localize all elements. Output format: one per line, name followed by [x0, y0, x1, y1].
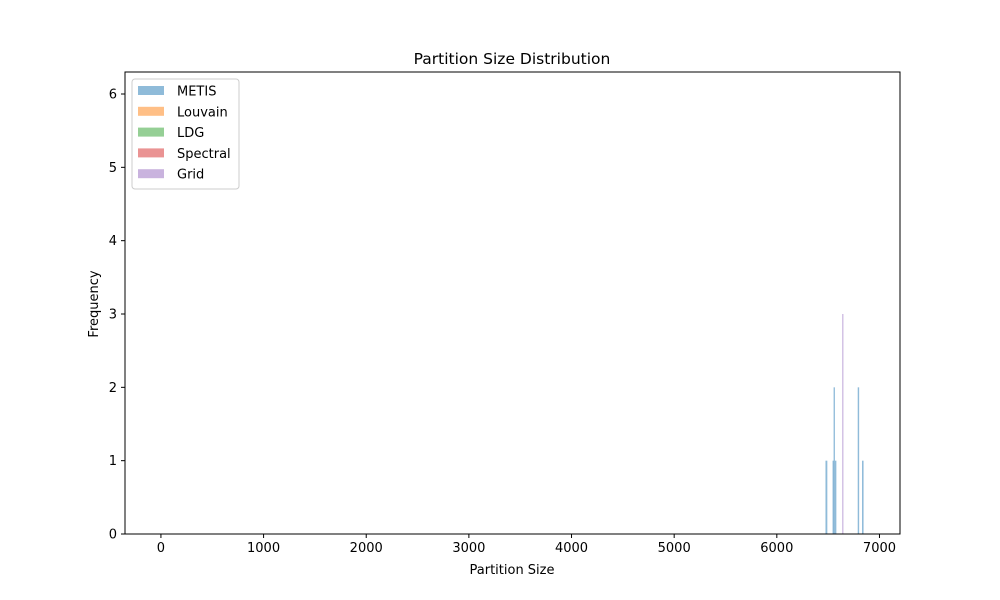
histogram-bar-metis: [862, 460, 864, 534]
legend-box: [131, 78, 240, 190]
x-tick-label: 6000: [760, 541, 793, 556]
histogram-bar-grid: [842, 314, 844, 534]
chart-title: Partition Size Distribution: [414, 50, 611, 68]
histogram-bar-metis: [832, 460, 834, 534]
legend-label-ldg: LDG: [177, 126, 204, 141]
legend-swatch-ldg: [138, 127, 164, 137]
histogram-bar-metis: [857, 387, 860, 534]
y-tick-label: 5: [109, 161, 117, 176]
legend-swatch-spectral: [138, 148, 164, 158]
legend-label-spectral: Spectral: [177, 147, 231, 162]
legend-label-grid: Grid: [177, 168, 204, 183]
legend-swatch-grid: [138, 169, 164, 179]
legend-label-louvain: Louvain: [177, 105, 228, 120]
y-tick-label: 3: [109, 308, 117, 323]
y-tick-label: 4: [109, 234, 117, 249]
plot-frame: [124, 71, 901, 535]
histogram-bar-metis: [825, 460, 828, 534]
x-tick-label: 3000: [452, 541, 485, 556]
x-tick-label: 7000: [863, 541, 896, 556]
x-tick-label: 4000: [555, 541, 588, 556]
x-tick-label: 1000: [247, 541, 280, 556]
x-axis-title: Partition Size: [470, 563, 555, 578]
histogram-bar-metis: [834, 460, 837, 534]
x-tick-label: 5000: [658, 541, 691, 556]
y-tick-label: 0: [109, 528, 117, 543]
legend-label-metis: METIS: [177, 85, 216, 100]
plot-area: [825, 314, 864, 534]
y-axis-title: Frequency: [87, 270, 102, 337]
axes: 0 1000 2000 3000 4000 5000 6000 7000 0 1 2 3 4 5 6: [109, 71, 901, 556]
legend-swatch-louvain: [138, 106, 164, 116]
legend-swatch-metis: [138, 86, 164, 95]
x-tick-label: 2000: [350, 541, 383, 556]
x-tick-label: 0: [157, 541, 165, 556]
y-tick-label: 2: [109, 381, 117, 396]
legend: METIS Louvain LDG Spectral Grid: [131, 78, 240, 190]
y-tick-label: 1: [109, 454, 117, 469]
y-tick-label: 6: [109, 88, 117, 103]
histogram-bar-metis: [833, 387, 835, 534]
